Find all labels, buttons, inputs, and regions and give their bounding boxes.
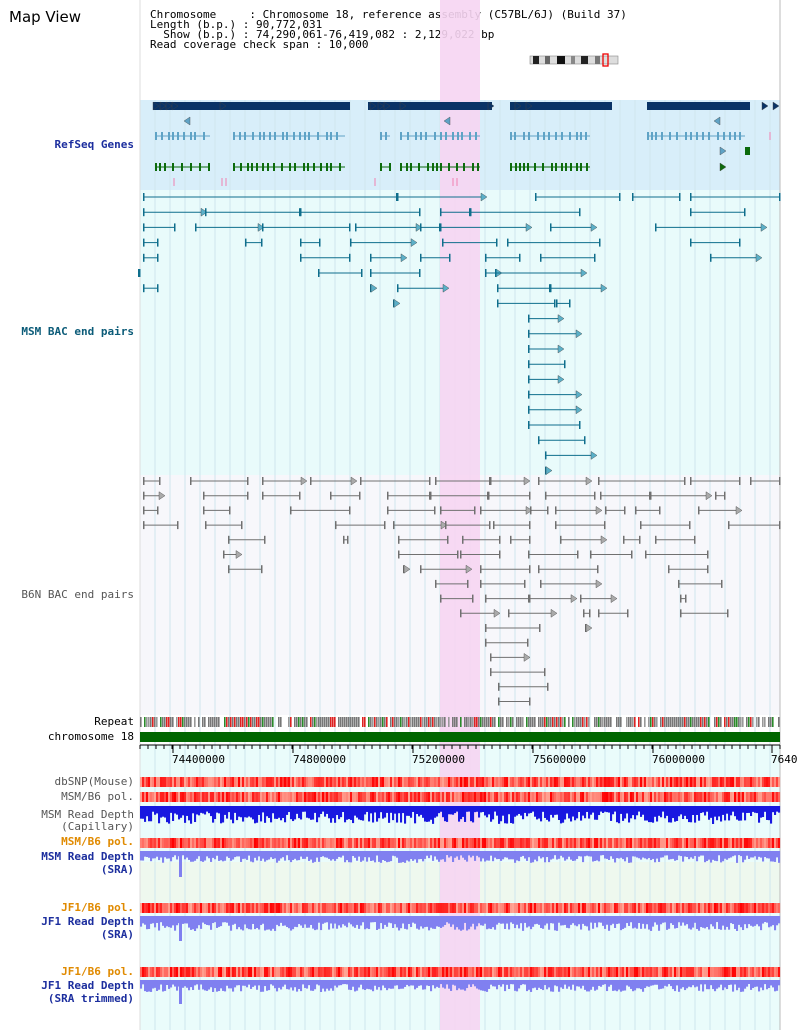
label-dbsnp: dbSNP(Mouse) — [54, 775, 134, 788]
position-axis — [139, 744, 781, 753]
label-b6n-bac: B6N BAC end pairs — [21, 588, 134, 601]
region-info: Chromosome : Chromosome 18, reference as… — [150, 9, 627, 51]
label-jf1-depth-sra-sub: (SRA) — [100, 928, 134, 941]
label-repeat: Repeat — [94, 715, 134, 728]
tick-label: 76000000 — [652, 753, 705, 766]
tick-label: 75600000 — [533, 753, 586, 766]
chromosome-bar — [140, 732, 780, 742]
highlight-region[interactable] — [440, 0, 480, 1030]
label-msm-b6-pol-1: MSM/B6 pol. — [61, 790, 134, 803]
gene-model — [368, 102, 492, 110]
length-line: Length (b.p.) : 90,772,031 — [150, 18, 323, 31]
coverage-line: Read coverage check span : 10,000 — [150, 38, 369, 51]
label-jf1-b6-pol-2: JF1/B6 pol. — [61, 965, 134, 978]
gene-model — [153, 102, 350, 110]
tick-label: 7640 — [771, 753, 798, 766]
label-msm-depth-cap: MSM Read Depth — [41, 808, 134, 821]
label-jf1-depth-trim-sub: (SRA trimmed) — [47, 992, 134, 1005]
label-msm-depth-sra-sub: (SRA) — [100, 863, 134, 876]
polymorphism-tracks — [140, 777, 781, 977]
label-chromosome: chromosome 18 — [47, 730, 134, 743]
label-jf1-b6-pol-1: JF1/B6 pol. — [61, 901, 134, 914]
msm-bac-pairs[interactable] — [138, 192, 781, 475]
b6n-bac-pairs[interactable] — [143, 476, 781, 706]
label-jf1-depth-trim: JF1 Read Depth — [41, 979, 134, 992]
repeat-track — [140, 717, 780, 727]
gene-model — [647, 102, 750, 110]
label-jf1-depth-sra: JF1 Read Depth — [41, 915, 134, 928]
tick-label: 75200000 — [412, 753, 465, 766]
tick-label: 74400000 — [172, 753, 225, 766]
label-msm-depth-sra: MSM Read Depth — [41, 850, 134, 863]
read-depth-tracks — [140, 806, 781, 1004]
page-title: Map View — [9, 8, 82, 26]
gene-model — [510, 102, 612, 110]
label-msm-b6-pol-2: MSM/B6 pol. — [61, 835, 134, 848]
label-msm-bac: MSM BAC end pairs — [21, 325, 134, 338]
refseq-genes[interactable] — [152, 101, 780, 186]
label-refseq-genes: RefSeq Genes — [54, 138, 134, 151]
chromosome-ideogram[interactable] — [529, 53, 621, 67]
tick-label: 74800000 — [293, 753, 346, 766]
label-msm-depth-cap-sub: (Capillary) — [61, 820, 134, 833]
